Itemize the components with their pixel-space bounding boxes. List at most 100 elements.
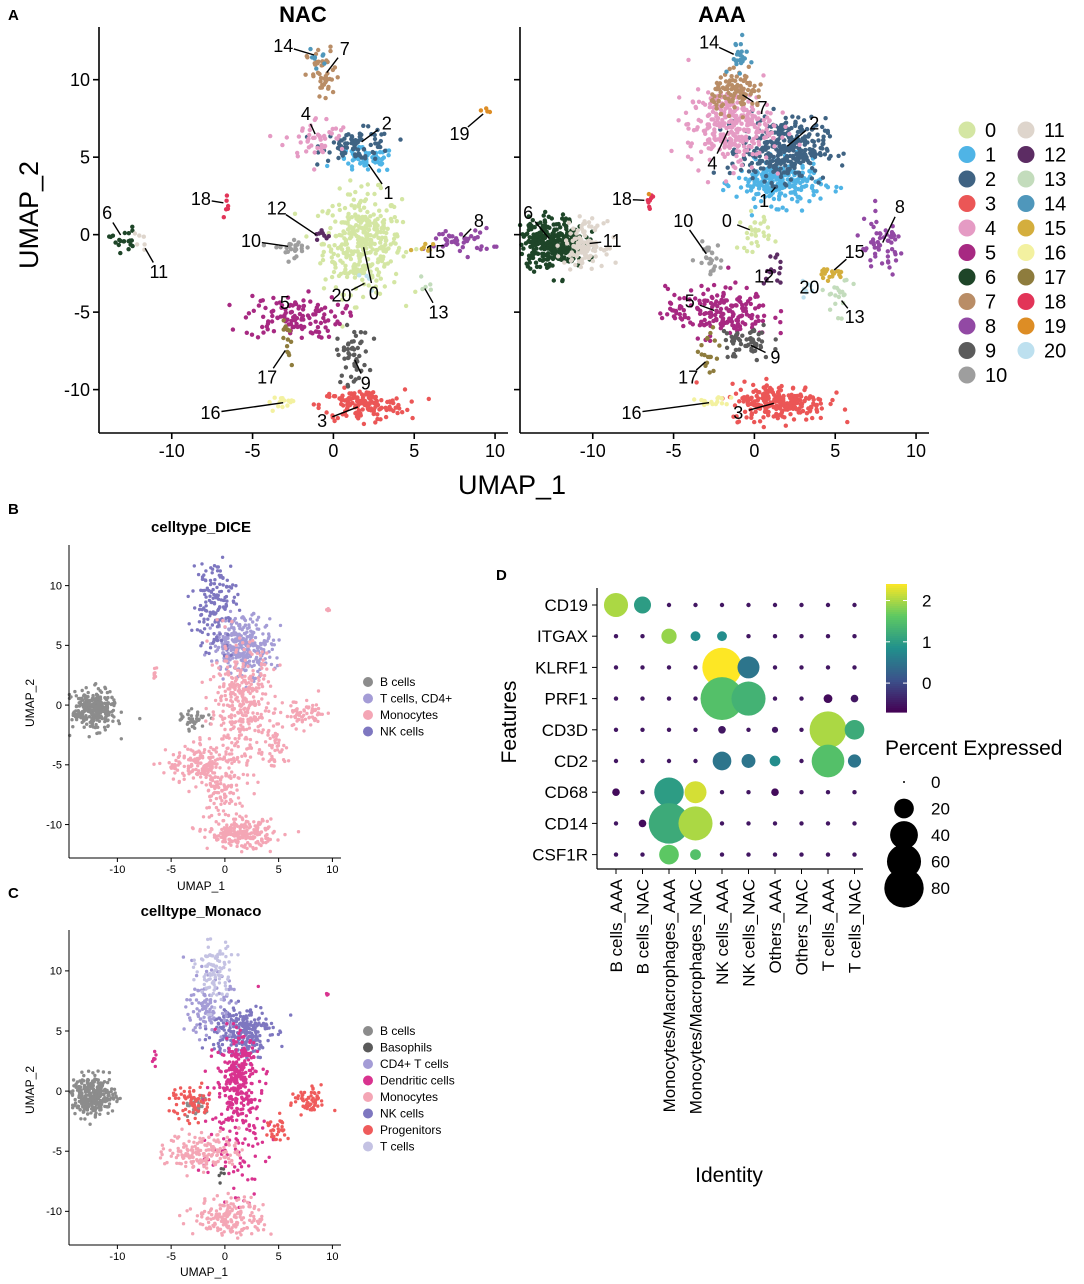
point xyxy=(246,311,252,316)
point xyxy=(260,697,264,701)
point xyxy=(717,93,722,99)
point xyxy=(223,625,227,629)
point xyxy=(87,735,91,739)
point xyxy=(385,167,390,172)
point xyxy=(377,291,383,296)
point xyxy=(246,689,251,694)
point xyxy=(255,651,259,655)
point xyxy=(701,128,707,134)
point xyxy=(329,131,334,136)
point xyxy=(691,128,697,133)
point xyxy=(247,676,251,680)
point xyxy=(330,213,335,218)
point xyxy=(258,653,263,658)
point xyxy=(689,141,694,146)
point xyxy=(231,832,236,836)
point xyxy=(784,183,789,188)
point xyxy=(743,176,748,181)
point xyxy=(396,248,401,253)
point xyxy=(107,234,112,239)
legend-label-15: 15 xyxy=(1044,218,1066,240)
point xyxy=(237,608,242,612)
point xyxy=(285,295,291,300)
point xyxy=(663,283,668,289)
point xyxy=(321,249,326,255)
cluster-label-5: 5 xyxy=(685,291,695,311)
legend-label-3: 3 xyxy=(985,194,996,216)
point xyxy=(700,239,705,244)
point xyxy=(344,322,350,328)
point xyxy=(775,278,780,283)
point xyxy=(293,300,298,305)
panel-a-y-axis-title: UMAP_2 xyxy=(14,161,44,269)
point xyxy=(199,714,203,718)
point xyxy=(736,134,741,140)
point xyxy=(263,642,267,646)
point xyxy=(218,632,222,636)
point xyxy=(719,396,725,401)
point xyxy=(182,773,186,778)
point xyxy=(717,343,722,348)
point xyxy=(744,118,749,123)
point xyxy=(319,242,324,247)
point xyxy=(352,363,357,368)
point xyxy=(223,727,227,732)
point xyxy=(213,578,217,582)
point xyxy=(244,698,248,702)
point xyxy=(241,772,245,777)
point xyxy=(331,394,337,399)
point xyxy=(254,623,258,627)
point xyxy=(771,196,777,202)
cluster-6 xyxy=(107,224,135,256)
point xyxy=(245,763,249,767)
point xyxy=(191,589,195,593)
point xyxy=(590,248,596,253)
point xyxy=(283,307,288,312)
point xyxy=(387,404,392,410)
point xyxy=(318,85,323,90)
point xyxy=(754,393,759,399)
point xyxy=(70,718,74,722)
point xyxy=(562,260,567,265)
point xyxy=(820,175,826,180)
point xyxy=(725,84,730,89)
point xyxy=(820,142,825,147)
point xyxy=(769,204,774,209)
point xyxy=(762,391,767,396)
point xyxy=(388,203,393,208)
point xyxy=(224,193,230,198)
point xyxy=(321,82,327,87)
point xyxy=(230,676,235,680)
point xyxy=(91,693,95,698)
point xyxy=(768,152,773,158)
point xyxy=(108,690,112,694)
point xyxy=(821,138,826,143)
point xyxy=(212,582,217,586)
point xyxy=(890,272,895,277)
point xyxy=(313,116,318,121)
point xyxy=(330,126,335,132)
point xyxy=(169,765,173,769)
point xyxy=(76,696,81,701)
point xyxy=(802,156,807,161)
point xyxy=(722,154,727,159)
point xyxy=(736,175,742,181)
legend-swatch-5 xyxy=(958,244,976,261)
point xyxy=(271,638,276,642)
point xyxy=(776,157,781,162)
point xyxy=(754,357,759,363)
point xyxy=(720,134,725,140)
point xyxy=(731,65,736,70)
point xyxy=(548,243,553,248)
point xyxy=(227,831,231,835)
point xyxy=(357,134,362,139)
panel-b-letter: B xyxy=(8,501,19,518)
point xyxy=(215,661,219,665)
point xyxy=(819,406,824,411)
point xyxy=(280,404,285,410)
point xyxy=(215,618,219,622)
point xyxy=(811,148,816,153)
cluster-label-10: 10 xyxy=(241,231,261,251)
point xyxy=(869,221,874,227)
